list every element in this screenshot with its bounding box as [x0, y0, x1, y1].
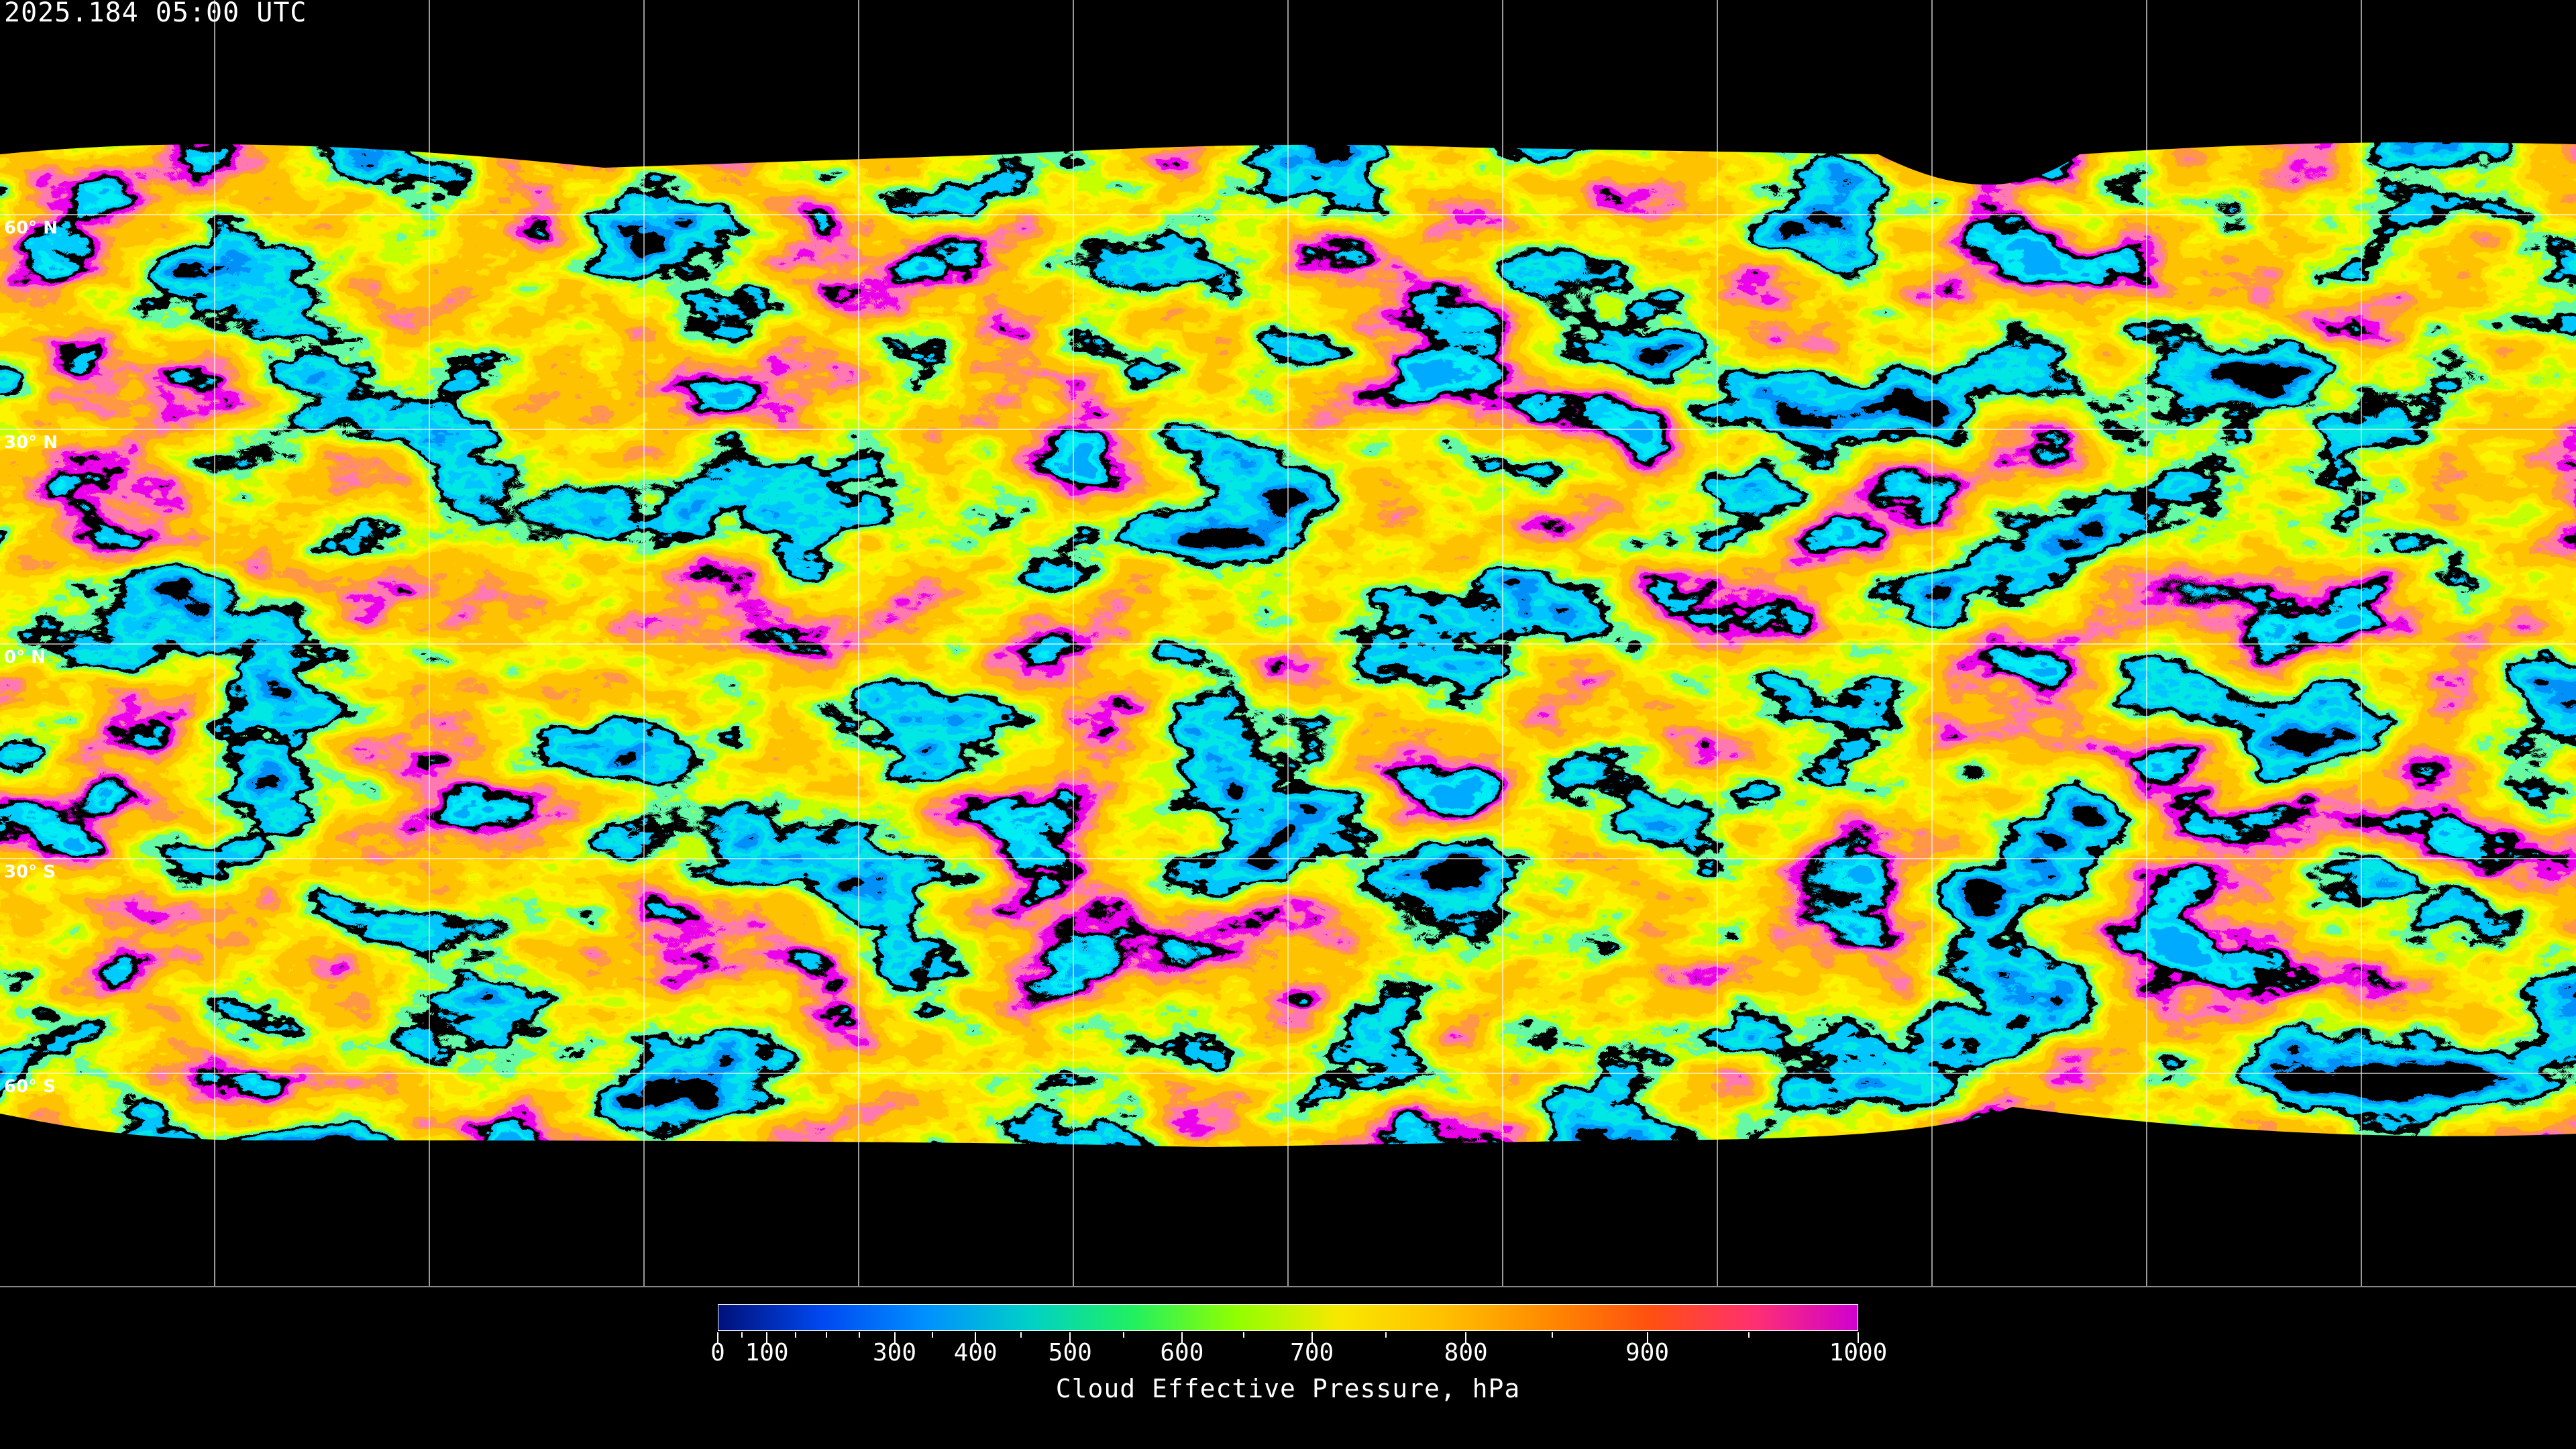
colorbar-tick-label: 800	[1444, 1339, 1488, 1366]
colorbar-major-tick	[1069, 1332, 1071, 1343]
colorbar: 0 100 300 400 500 600 700 800 900 1000	[710, 1304, 1887, 1366]
colorbar-gradient	[718, 1304, 1858, 1331]
colorbar-tick-label: 1000	[1829, 1339, 1888, 1366]
colorbar-tick-label: 900	[1625, 1339, 1670, 1366]
latitude-label: 0° N	[4, 647, 46, 667]
colorbar-tick-label: 500	[1048, 1339, 1092, 1366]
colorbar-major-tick	[1858, 1332, 1859, 1343]
colorbar-major-tick	[717, 1332, 718, 1343]
colorbar-tick-label: 100	[745, 1339, 789, 1366]
latitude-label: 60° N	[4, 218, 58, 238]
colorbar-major-tick	[1311, 1332, 1313, 1343]
colorbar-minor-tick	[1385, 1332, 1387, 1338]
colorbar-minor-tick	[931, 1332, 933, 1338]
latitude-labels: 60° N 30° N 0° N 30° S 60° S	[4, 218, 58, 1097]
colorbar-tick-label: 700	[1290, 1339, 1334, 1366]
colorbar-minor-tick	[825, 1332, 827, 1338]
colorbar-minor-tick	[1748, 1332, 1750, 1338]
colorbar-minor-tick	[741, 1332, 743, 1338]
colorbar-minor-tick	[858, 1332, 860, 1338]
colorbar-minor-tick	[1242, 1332, 1244, 1338]
latitude-label: 30° N	[4, 433, 58, 453]
colorbar-major-tick	[1465, 1332, 1467, 1343]
timestamp-title: 2025.184 05:00 UTC	[4, 0, 307, 28]
colorbar-tick-label: 600	[1160, 1339, 1204, 1366]
colorbar-minor-tick	[1020, 1332, 1022, 1338]
latitude-label: 60° S	[4, 1077, 56, 1097]
colorbar-minor-tick	[794, 1332, 796, 1338]
colorbar-major-tick	[894, 1332, 896, 1343]
latitude-label: 30° S	[4, 862, 56, 882]
colorbar-major-tick	[975, 1332, 977, 1343]
colorbar-minor-tick	[1552, 1332, 1554, 1338]
colorbar-minor-tick	[1123, 1332, 1125, 1338]
cloud-pressure-map: 60° N 30° N 0° N 30° S 60° S	[0, 0, 2576, 1288]
graticule	[0, 0, 2576, 1287]
colorbar-tick-label: 0	[710, 1339, 725, 1366]
colorbar-tick-label: 300	[872, 1339, 917, 1366]
colorbar-tick-label: 400	[953, 1339, 998, 1366]
colorbar-major-tick	[766, 1332, 768, 1343]
colorbar-major-tick	[1646, 1332, 1648, 1343]
colorbar-title: Cloud Effective Pressure, hPa	[1055, 1374, 1521, 1403]
colorbar-major-tick	[1181, 1332, 1183, 1343]
